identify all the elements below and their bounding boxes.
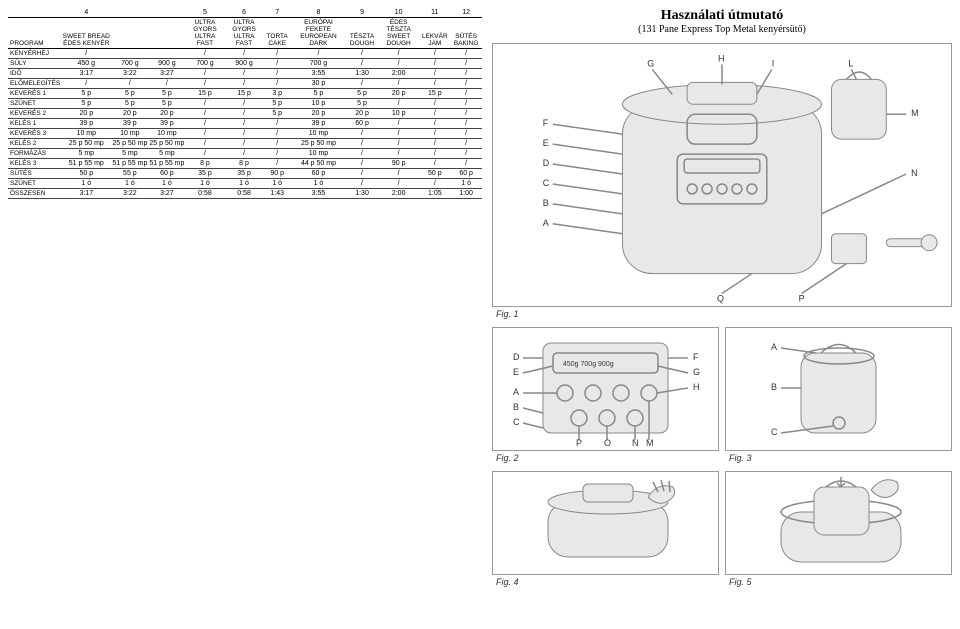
figure-3: A B C [725,327,952,451]
page-subtitle: (131 Pane Express Top Metal kenyérsütő) [492,24,952,35]
program-table: 456789101112 PROGRAMSWEET BREAD ÉDES KEN… [8,8,482,199]
svg-text:A: A [543,218,549,228]
svg-text:F: F [693,352,699,362]
table-row: KELÉS 139 p39 p39 p///39 p60 p/// [8,119,482,129]
figure-5 [725,471,952,575]
svg-text:L: L [848,58,853,68]
svg-text:H: H [718,53,724,63]
svg-text:O: O [604,438,611,448]
figure-1-caption: Fig. 1 [492,307,952,321]
page-title: Használati útmutató [492,8,952,24]
svg-text:450g 700g 900g: 450g 700g 900g [563,361,614,368]
svg-text:H: H [693,382,700,392]
figure-5-caption: Fig. 5 [725,575,952,589]
svg-text:A: A [771,342,777,352]
table-row: ÖSSZESEN3:173:223:270:580:581:433:551:30… [8,189,482,199]
table-row: ELŐMELEGÍTÉS//////30 p//// [8,79,482,89]
svg-text:B: B [513,402,519,412]
table-row: KENYÉRHÉJ///////// [8,49,482,59]
table-row: KELÉS 351 p 55 mp51 p 55 mp51 p 55 mp8 p… [8,159,482,169]
svg-text:B: B [543,198,549,208]
table-row: SÚLY450 g700 g900 g700 g900 g/700 g//// [8,59,482,69]
svg-text:B: B [771,382,777,392]
figure-2: 450g 700g 900g [492,327,719,451]
figure-4 [492,471,719,575]
svg-text:D: D [543,158,550,168]
svg-text:A: A [513,387,519,397]
figure-1: G H I L F E D C B A M N Q P [492,43,952,307]
table-row: KELÉS 225 p 50 mp25 p 50 mp25 p 50 mp///… [8,139,482,149]
table-row: SÜTÉS50 p55 p60 p35 p35 p90 p60 p//50 p6… [8,169,482,179]
svg-text:G: G [647,58,654,68]
table-row: KEVERÉS 15 p5 p5 p15 p15 p3 p5 p5 p20 p1… [8,89,482,99]
svg-text:N: N [911,168,917,178]
table-row: KEVERÉS 220 p20 p20 p//5 p20 p20 p10 p// [8,109,482,119]
svg-text:Q: Q [717,293,724,303]
table-row: SZÜNET5 p5 p5 p//5 p10 p5 p/// [8,99,482,109]
svg-text:G: G [693,367,700,377]
table-row: FORMÁZÁS5 mp5 mp5 mp///10 mp//// [8,149,482,159]
svg-text:N: N [632,438,639,448]
table-row: IDŐ3:173:223:27///3:551:302:00// [8,69,482,79]
figure-2-caption: Fig. 2 [492,451,719,465]
figure-4-caption: Fig. 4 [492,575,719,589]
table-row: SZÜNET1 ó1 ó1 ó1 ó1 ó1 ó1 ó///1 ó [8,179,482,189]
svg-text:D: D [513,352,520,362]
svg-text:C: C [513,417,520,427]
svg-text:E: E [543,138,549,148]
svg-text:M: M [646,438,654,448]
svg-text:F: F [543,118,549,128]
svg-text:M: M [911,108,918,118]
svg-text:C: C [771,427,778,437]
svg-text:I: I [772,58,775,68]
table-row: KEVERÉS 310 mp10 mp10 mp///10 mp//// [8,129,482,139]
svg-text:P: P [576,438,582,448]
svg-text:E: E [513,367,519,377]
svg-text:P: P [799,293,805,303]
svg-text:C: C [543,178,550,188]
figure-3-caption: Fig. 3 [725,451,952,465]
